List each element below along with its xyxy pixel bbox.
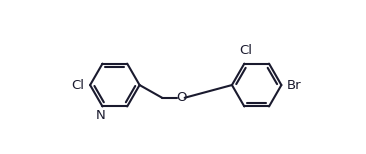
Text: O: O bbox=[176, 91, 186, 104]
Text: Cl: Cl bbox=[72, 79, 85, 91]
Text: Cl: Cl bbox=[240, 44, 253, 57]
Text: N: N bbox=[96, 109, 105, 122]
Text: Br: Br bbox=[287, 79, 302, 91]
